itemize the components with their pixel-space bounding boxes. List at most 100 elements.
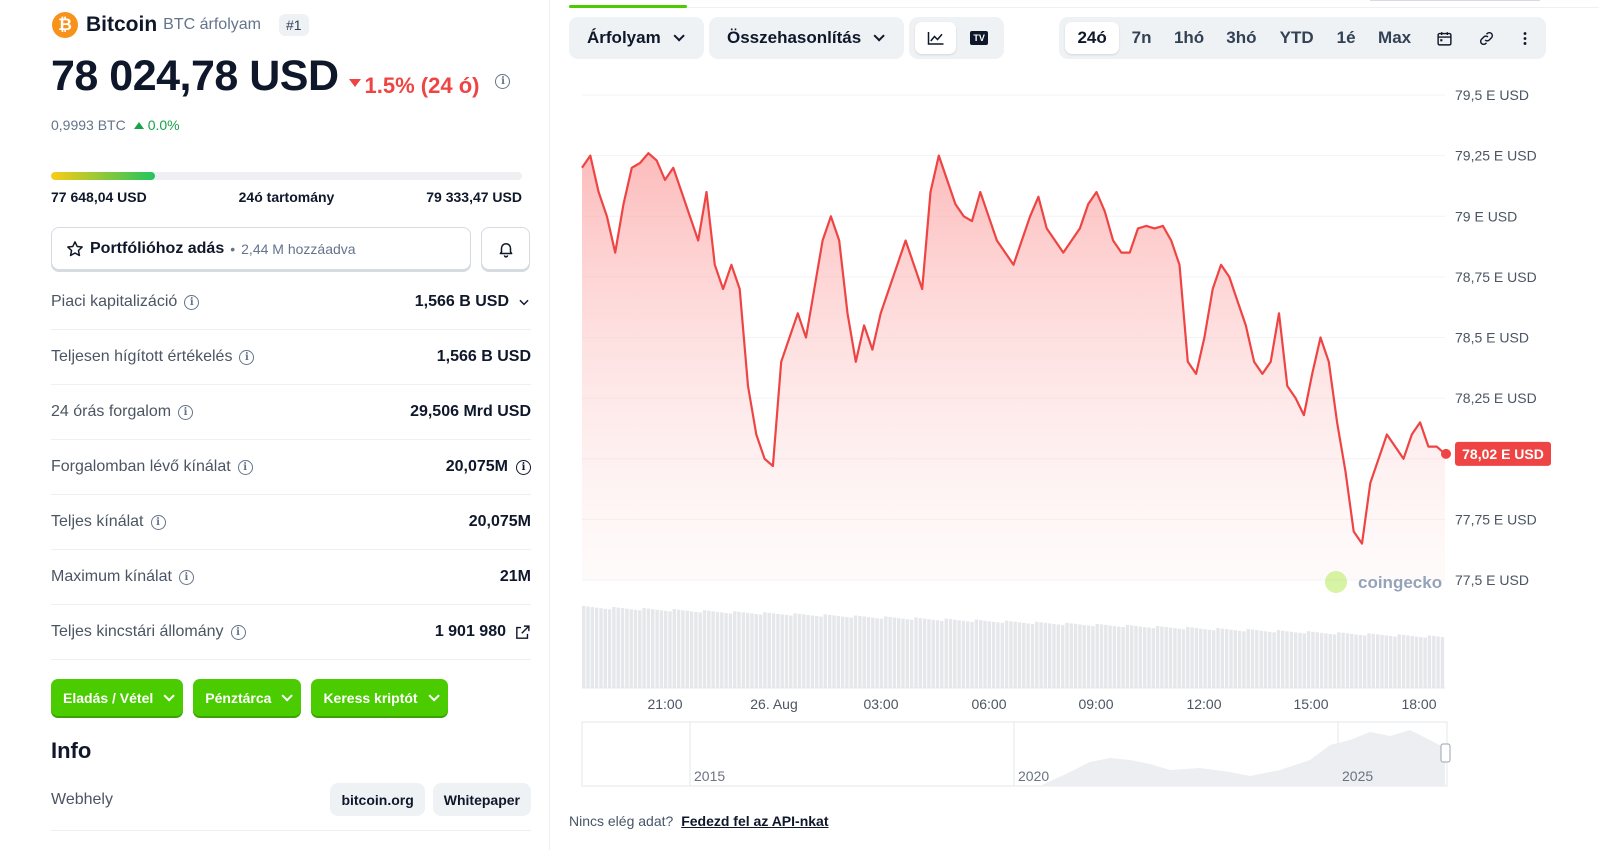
info-icon[interactable]: i: [237, 459, 253, 475]
compare-dropdown[interactable]: Összehasonlítás: [709, 17, 904, 59]
volume-bar: [1013, 621, 1017, 688]
data-point: [663, 178, 667, 182]
volume-bar: [871, 617, 875, 688]
price-alert-button[interactable]: [481, 227, 530, 270]
data-point: [621, 202, 625, 206]
wallet-button[interactable]: Pénztárca: [193, 679, 302, 716]
volume-bar: [853, 615, 858, 688]
volume-bar: [1199, 628, 1203, 688]
volume-bar: [1009, 621, 1013, 689]
data-point: [1094, 190, 1098, 194]
find-crypto-button[interactable]: Keress kriptót: [311, 679, 448, 716]
data-point: [912, 263, 916, 267]
data-point: [837, 239, 841, 243]
volume-bar: [789, 615, 793, 688]
data-point: [1244, 323, 1248, 327]
range-option-3[interactable]: 3hó: [1226, 28, 1257, 47]
volume-bar: [922, 618, 927, 688]
buy-sell-button[interactable]: Eladás / Vétel: [51, 679, 184, 716]
link-button[interactable]: [1466, 22, 1507, 54]
volume-bar: [1026, 623, 1030, 688]
api-link[interactable]: Fedezd fel az API-nkat: [681, 813, 829, 829]
data-point: [1377, 457, 1381, 461]
tradingview-button[interactable]: TV: [960, 22, 998, 54]
range-option-0[interactable]: 24ó: [1065, 22, 1120, 54]
volume-bar: [1423, 637, 1427, 688]
data-point: [1252, 360, 1256, 364]
volume-bar: [879, 618, 884, 689]
volume-bar: [655, 609, 659, 689]
info-icon[interactable]: i: [150, 514, 166, 530]
info-icon[interactable]: i: [178, 404, 194, 420]
data-point: [904, 239, 908, 243]
coingecko-logo-icon: [1325, 571, 1347, 593]
price-chart[interactable]: 79,5 E USD 79,25 E USD 79 E USD 78,75 E USD…: [550, 0, 1600, 850]
data-point: [1236, 299, 1240, 303]
data-point: [1302, 413, 1306, 417]
overview-handle[interactable]: [1440, 743, 1451, 763]
data-point: [1310, 372, 1314, 376]
action-button-label: Eladás / Vétel: [63, 689, 154, 706]
info-icon[interactable]: i: [495, 74, 511, 89]
data-point: [1368, 481, 1372, 485]
stat-value: 21M: [500, 568, 531, 586]
range-option-4[interactable]: YTD: [1279, 28, 1314, 47]
data-point: [638, 161, 642, 165]
stats-list: Piaci kapitalizáció i 1,566 B USD Teljesen …: [51, 275, 531, 660]
stat-row: Maximum kínálat i 21M: [51, 550, 531, 605]
data-point: [937, 154, 941, 158]
stat-label-text: Maximum kínálat: [51, 568, 172, 585]
volume-bar: [1237, 630, 1242, 688]
volume-bar: [940, 620, 944, 688]
more-vertical-button[interactable]: [1509, 22, 1540, 54]
chevron-down-icon[interactable]: [517, 295, 531, 309]
line-chart-button[interactable]: [915, 22, 957, 54]
info-icon[interactable]: i: [230, 624, 246, 640]
website-link-whitepaper[interactable]: Whitepaper: [432, 783, 531, 816]
info-icon[interactable]: i: [178, 569, 194, 585]
volume-bar: [828, 614, 832, 688]
overview-navigator[interactable]: 2015 2020 2025: [581, 721, 1448, 787]
volume-bar: [1099, 624, 1104, 688]
info-icon[interactable]: i: [184, 294, 200, 310]
data-point: [1186, 360, 1190, 364]
stat-label: Teljesen hígított értékelés i: [51, 348, 255, 366]
data-point: [846, 311, 850, 315]
data-point: [953, 202, 957, 206]
range-option-2[interactable]: 1hó: [1173, 28, 1205, 47]
stat-value: 20,075M: [469, 513, 531, 531]
price-dropdown[interactable]: Árfolyam: [569, 17, 704, 59]
volume-bar: [1345, 633, 1350, 688]
x-tick-label: 09:00: [1078, 696, 1113, 712]
data-point: [887, 287, 891, 291]
info-icon[interactable]: i: [239, 349, 255, 365]
info-icon[interactable]: i: [516, 459, 531, 475]
data-point: [1269, 360, 1273, 364]
volume-bar: [1022, 622, 1026, 688]
volume-bar: [685, 610, 689, 688]
overview-area: [1040, 730, 1445, 786]
stat-label: 24 órás forgalom i: [51, 403, 194, 421]
volume-bar: [1121, 627, 1125, 688]
calendar-button[interactable]: [1424, 22, 1465, 54]
price-line: [581, 152, 1446, 545]
stat-label-text: Teljes kínálat: [51, 513, 144, 530]
volume-bar: [1056, 624, 1060, 688]
range-option-5[interactable]: 1é: [1336, 28, 1356, 47]
range-option-6[interactable]: Max: [1378, 28, 1412, 47]
volume-bar: [733, 611, 737, 689]
range-label: 24ó tartomány: [238, 189, 335, 205]
calendar-icon: [1436, 30, 1453, 47]
volume-bar: [979, 620, 983, 688]
data-point: [1012, 263, 1016, 267]
volume-bar: [849, 617, 853, 688]
add-to-portfolio-button[interactable]: Portfólióhoz adás • 2,44 M hozzáadva: [51, 227, 471, 270]
website-link-bitcoin-org[interactable]: bitcoin.org: [330, 783, 425, 816]
volume-bar: [1091, 626, 1095, 688]
range-option-1[interactable]: 7n: [1131, 28, 1152, 47]
volume-bar: [1069, 623, 1073, 688]
external-link-icon[interactable]: [514, 624, 531, 641]
data-point: [1169, 239, 1173, 243]
volume-bar: [957, 620, 961, 689]
volume-bar: [776, 614, 780, 688]
